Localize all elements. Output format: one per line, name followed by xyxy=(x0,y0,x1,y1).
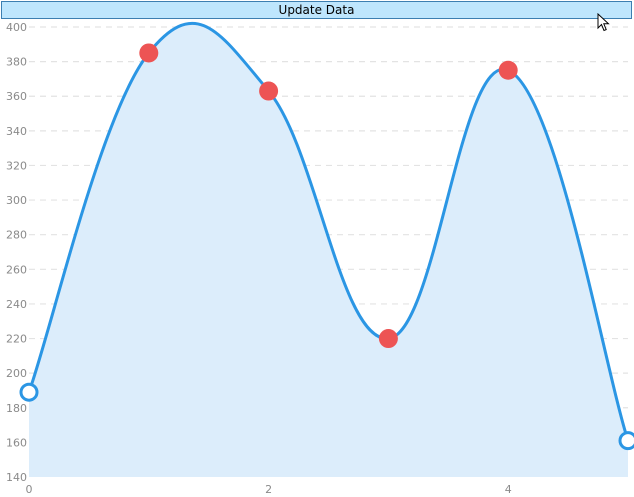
y-tick-label: 180 xyxy=(6,402,27,415)
y-axis-ticks: 140 160 180 200 220 240 260 280 300 320 340 360 380 4… xyxy=(6,21,27,484)
y-tick-label: 220 xyxy=(6,333,27,346)
data-point-marker[interactable] xyxy=(618,431,634,451)
series-line[interactable] xyxy=(27,21,630,442)
data-point-marker[interactable] xyxy=(259,81,279,101)
y-tick-label: 240 xyxy=(6,298,27,311)
y-tick-label: 200 xyxy=(6,367,27,380)
y-tick-label: 360 xyxy=(6,90,27,103)
update-data-button[interactable]: Update Data xyxy=(1,1,632,19)
y-tick-label: 380 xyxy=(6,56,27,69)
x-tick-label: 0 xyxy=(26,483,33,496)
y-tick-label: 300 xyxy=(6,194,27,207)
series-markers[interactable] xyxy=(19,43,634,451)
y-tick-label: 320 xyxy=(6,159,27,172)
data-point-marker[interactable] xyxy=(19,382,39,402)
series-area-fill xyxy=(29,23,628,478)
data-point-marker[interactable] xyxy=(139,43,159,63)
mouse-cursor-icon xyxy=(597,13,610,32)
y-tick-label: 160 xyxy=(6,436,27,449)
x-axis-ticks: 0 2 4 xyxy=(26,483,512,496)
y-tick-label: 340 xyxy=(6,125,27,138)
y-tick-label: 260 xyxy=(6,263,27,276)
data-point-marker[interactable] xyxy=(378,329,398,349)
y-tick-label: 140 xyxy=(6,471,27,484)
data-point-marker[interactable] xyxy=(498,60,518,80)
x-tick-label: 2 xyxy=(265,483,272,496)
y-tick-label: 280 xyxy=(6,229,27,242)
y-tick-label: 400 xyxy=(6,21,27,34)
x-tick-label: 4 xyxy=(505,483,512,496)
